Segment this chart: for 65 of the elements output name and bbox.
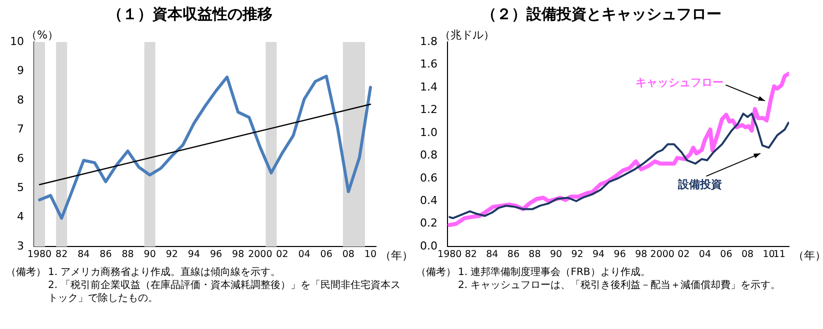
- x-tick-label: 94: [188, 248, 200, 260]
- chart-title: （２）設備投資とキャッシュフロー: [482, 4, 722, 23]
- x-tick-label: 11: [773, 248, 786, 260]
- x-tick-label: 82: [464, 248, 477, 260]
- y-tick-label: 1.2: [420, 103, 438, 116]
- x-tick-label: 10: [762, 248, 775, 260]
- text: （備考）: [416, 267, 456, 278]
- text: 1. アメリカ商務省より作成。直線は傾向線を示す。: [48, 266, 282, 279]
- x-tick-label: 04: [298, 248, 310, 260]
- y-tick-label: 0.4: [420, 194, 438, 207]
- y-tick-label: 8: [16, 93, 24, 106]
- x-tick-label: 08: [342, 248, 354, 260]
- text: キャッシュフロー: [636, 76, 724, 89]
- y-axis-title: （兆ドル）: [439, 28, 494, 42]
- x-tick-label: 06: [320, 248, 332, 260]
- x-tick-label: 06: [720, 248, 732, 260]
- x-tick-label: 86: [100, 248, 112, 260]
- chart-title: （１）資本収益性の推移: [108, 4, 272, 23]
- x-tick-label: 98: [635, 248, 648, 260]
- y-tick-label: 7: [16, 122, 24, 136]
- y-tick-label: 0.0: [420, 239, 438, 252]
- y-tick-label: 3: [16, 239, 24, 252]
- x-tick-label: 90: [550, 248, 562, 260]
- x-tick-label: 10: [364, 248, 377, 260]
- x-tick-label: 98: [232, 248, 244, 260]
- x-axis-title: （年）: [793, 248, 823, 262]
- x-tick-label: 1980: [438, 248, 462, 260]
- text: 2. 「税引前企業収益（在庫品評価・資本減耗調整後）」を「民間非住宅資本ストック」で除したもの。: [48, 279, 402, 305]
- x-axis-title: （年）: [380, 248, 413, 262]
- y-tick-label: 0.8: [420, 148, 438, 162]
- y-tick-label: 4: [16, 210, 24, 224]
- x-tick-label: 94: [592, 248, 605, 260]
- y-tick-label: 1.8: [420, 34, 438, 48]
- x-tick-label: 84: [486, 248, 498, 260]
- x-tick-label: 92: [571, 248, 584, 260]
- x-tick-label: 02: [276, 248, 288, 260]
- x-tick-label: 86: [507, 248, 520, 260]
- x-tick-label: 04: [698, 248, 711, 260]
- x-tick-label: 2000: [650, 248, 674, 260]
- y-tick-label: 10: [10, 34, 24, 48]
- x-tick-label: 2000: [248, 248, 272, 260]
- y-axis-title: （%）: [26, 28, 58, 42]
- y-tick-label: 0.6: [420, 171, 438, 184]
- y-tick-label: 6: [16, 152, 24, 165]
- x-tick-label: 08: [741, 248, 754, 260]
- x-tick-label: 02: [678, 248, 690, 260]
- x-tick-label: 82: [56, 248, 68, 260]
- text: 1. 連邦準備制度理事会（FRB）より作成。: [458, 266, 652, 279]
- text: （備考）: [6, 267, 46, 278]
- x-tick-label: 1980: [27, 248, 52, 260]
- series-label: 設備投資: [677, 178, 722, 192]
- text: 2. キャッシュフローは、「税引き後利益－配当＋減価償却費」を示す。: [458, 279, 782, 292]
- y-tick-label: 1.4: [420, 80, 438, 94]
- x-tick-label: 96: [614, 248, 626, 260]
- y-tick-label: 1.6: [420, 58, 438, 71]
- y-tick-label: 0.2: [420, 216, 438, 230]
- x-tick-label: 84: [78, 248, 90, 260]
- x-tick-label: 88: [528, 248, 541, 260]
- y-tick-label: 5: [16, 181, 24, 194]
- x-tick-label: 90: [144, 248, 156, 260]
- y-tick-label: 9: [16, 64, 24, 78]
- x-tick-label: 88: [122, 248, 134, 260]
- y-tick-label: 1.0: [420, 126, 438, 139]
- x-tick-label: 96: [210, 248, 222, 260]
- x-tick-label: 92: [166, 248, 178, 260]
